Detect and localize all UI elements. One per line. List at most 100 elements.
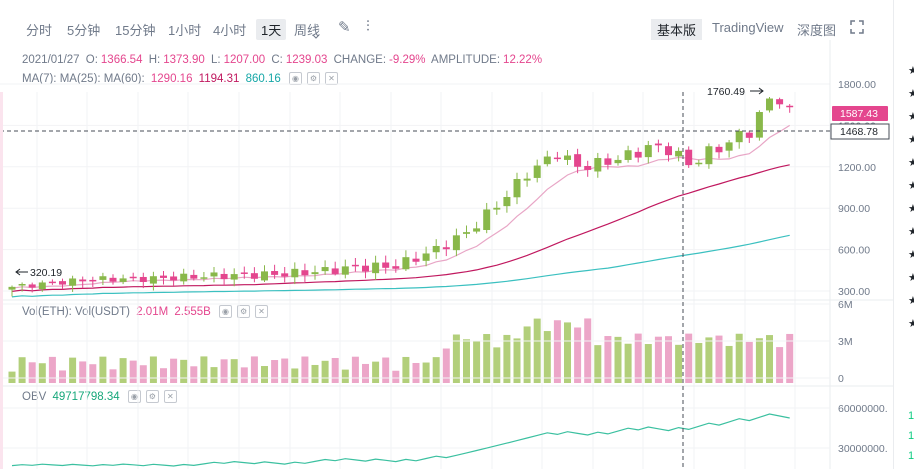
candle-body [564, 155, 571, 160]
candle-body [422, 253, 430, 261]
volume-bar [79, 361, 87, 383]
candle-body [220, 273, 228, 280]
interval-4h[interactable]: 4小时 [213, 23, 247, 38]
volume-bar [392, 370, 400, 383]
favorite-star-icon[interactable]: ★ [908, 226, 914, 238]
candle-body [291, 268, 299, 278]
vol-settings-icon[interactable]: ⚙ [237, 305, 251, 318]
view-depth[interactable]: 深度图 [797, 23, 837, 38]
ma7-value: 1290.16 [150, 72, 193, 85]
volume-bar [220, 359, 228, 383]
volume-bar [139, 365, 147, 383]
volume-bar [735, 333, 743, 383]
obv-close-icon[interactable]: ✕ [163, 390, 177, 403]
candle-body [48, 281, 56, 284]
volume-bar [311, 364, 319, 383]
favorite-star-icon[interactable]: ★ [908, 111, 914, 123]
volume-bar [210, 367, 218, 383]
price-tick-label: 600.00 [838, 245, 870, 257]
candle-body [250, 273, 258, 279]
interval-week[interactable]: 周线 [294, 23, 321, 38]
volume-bar [28, 362, 36, 383]
legend-change: -9.29% [389, 54, 426, 66]
interval-1d[interactable]: 1天 [256, 19, 287, 40]
interval-5m[interactable]: 5分钟 [67, 23, 101, 38]
candle-body [634, 151, 642, 158]
fullscreen-icon[interactable] [850, 20, 864, 34]
vol-legend-label: Vol(ETH): Vol(USDT) [22, 305, 130, 318]
candle-body [362, 265, 369, 272]
volume-bar [755, 338, 763, 383]
volume-bar [442, 348, 450, 383]
volume-bar [543, 331, 551, 383]
obv-settings-icon[interactable]: ⚙ [145, 390, 159, 403]
candle-body [331, 268, 339, 274]
vol-eye-icon[interactable]: ◉ [219, 305, 233, 318]
side-value: 1 [908, 430, 914, 442]
volume-bar [281, 358, 289, 383]
volume-bar [99, 356, 107, 383]
volume-bar [564, 322, 571, 383]
candle-body [513, 178, 521, 198]
favorite-star-icon[interactable]: ★ [908, 134, 914, 146]
candle-body [149, 276, 157, 284]
candle-body [786, 105, 794, 108]
volume-bar [200, 356, 208, 383]
interval-timeline[interactable]: 分时 [26, 23, 53, 38]
volume-bar [594, 345, 602, 383]
chevron-down-icon[interactable] [312, 34, 320, 40]
favorite-star-icon[interactable]: ★ [908, 65, 914, 77]
candle-body [38, 282, 46, 290]
indicator-icon[interactable]: ⫶ [366, 18, 370, 35]
vol-eth-value: 2.01M [136, 305, 169, 318]
volume-bar [170, 358, 178, 383]
volume-bar [69, 357, 77, 383]
favorite-star-icon[interactable]: ★ [908, 157, 914, 169]
volume-bar [149, 356, 157, 383]
pencil-icon[interactable]: ✎ [338, 19, 351, 36]
volume-bar [584, 318, 592, 383]
obv-legend-label: OBV [22, 390, 47, 403]
candle-body [755, 112, 763, 138]
volume-bar [604, 336, 612, 383]
favorite-star-icon[interactable]: ★ [908, 88, 914, 100]
volume-bar [412, 362, 420, 383]
candle-body [644, 145, 652, 158]
volume-bar [180, 359, 188, 383]
candle-body [594, 157, 602, 172]
obv-eye-icon[interactable]: ◉ [127, 390, 141, 403]
volume-bar [129, 360, 137, 383]
favorite-star-icon[interactable]: ★ [908, 180, 914, 192]
vol-close-icon[interactable]: ✕ [255, 305, 269, 318]
volume-bar [109, 369, 117, 383]
view-tradingview[interactable]: TradingView [712, 20, 784, 35]
volume-bar [321, 360, 329, 383]
favorite-star-icon[interactable]: ★ [908, 295, 914, 307]
volume-bar [89, 364, 97, 383]
price-tick-label: 1800.00 [838, 79, 876, 91]
interval-15m[interactable]: 15分钟 [115, 23, 156, 38]
view-basic[interactable]: 基本版 [651, 19, 703, 40]
legend-amplitude: 12.22% [503, 54, 543, 66]
candle-body [372, 262, 380, 274]
candlestick-chart[interactable]: 1800.001500.001200.00900.00600.00300.006… [0, 0, 893, 469]
volume-bar [230, 359, 238, 383]
candle-body [685, 149, 693, 166]
candle-body [99, 276, 107, 280]
volume-bar [291, 368, 299, 383]
candle-body [341, 266, 349, 275]
volume-bar [8, 371, 16, 383]
volume-bar [533, 318, 541, 383]
candle-body [523, 178, 531, 181]
favorite-star-icon[interactable]: ★ [908, 318, 914, 330]
candle-body [321, 267, 329, 272]
legend-close: 1239.03 [285, 54, 328, 66]
candle-body [725, 142, 733, 151]
favorite-star-icon[interactable]: ★ [908, 272, 914, 284]
side-value: 1 [908, 410, 914, 422]
favorite-star-icon[interactable]: ★ [908, 249, 914, 261]
volume-bar [624, 343, 632, 383]
volume-bar [513, 338, 521, 383]
favorite-star-icon[interactable]: ★ [908, 203, 914, 215]
interval-1h[interactable]: 1小时 [168, 23, 202, 38]
